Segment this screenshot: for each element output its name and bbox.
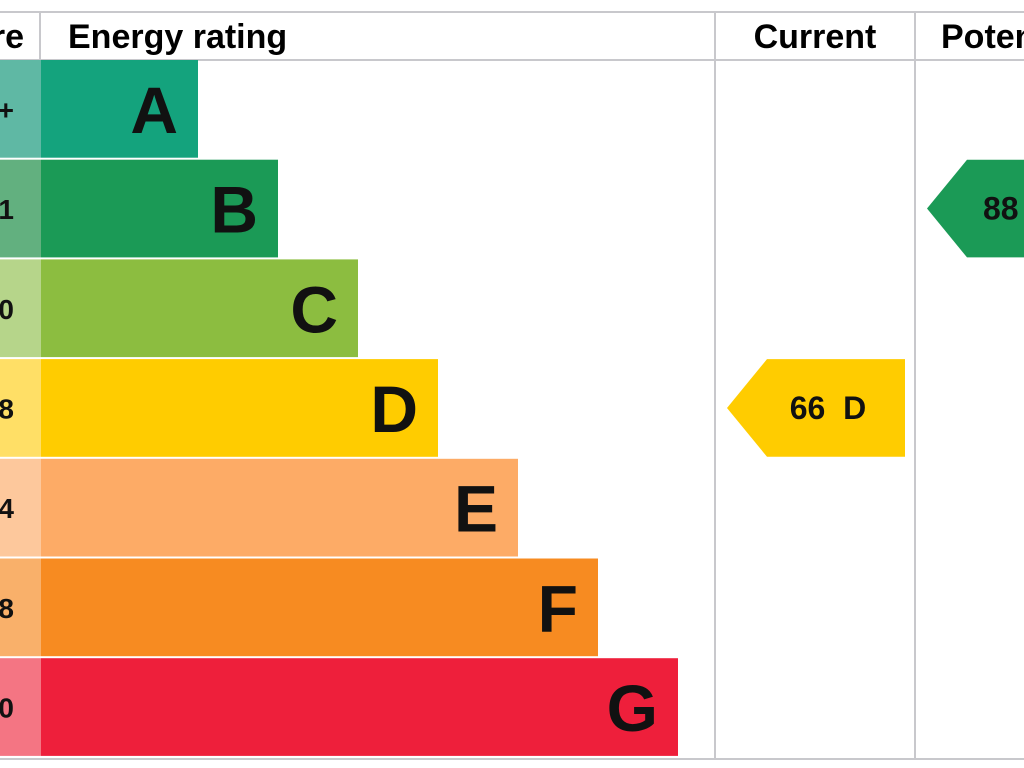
rating-bar bbox=[41, 458, 518, 557]
score-range: 81-91 bbox=[0, 194, 14, 225]
current-value: 66 bbox=[790, 390, 826, 426]
score-range: 39-54 bbox=[0, 493, 14, 524]
score-cell bbox=[0, 259, 41, 358]
band-letter: D bbox=[370, 372, 418, 446]
rating-bar bbox=[41, 259, 358, 358]
rating-bar bbox=[41, 60, 198, 158]
potential-label: 88 B bbox=[983, 191, 1024, 227]
score-cell bbox=[0, 458, 41, 557]
header-potential: Potential bbox=[941, 18, 1024, 56]
band-letter: B bbox=[210, 173, 258, 247]
score-range: 21-38 bbox=[0, 593, 14, 624]
score-cell bbox=[0, 159, 41, 258]
current-band: D bbox=[843, 390, 866, 426]
header-current: Current bbox=[754, 18, 877, 56]
score-range: 1-20 bbox=[0, 693, 14, 724]
score-cell bbox=[0, 60, 41, 158]
score-cell bbox=[0, 359, 41, 457]
rating-bar bbox=[41, 359, 438, 457]
score-range: 92+ bbox=[0, 94, 14, 125]
potential-arrow bbox=[927, 159, 1024, 258]
rating-bar bbox=[41, 658, 678, 756]
score-range: 69-80 bbox=[0, 294, 14, 325]
header-rating: Energy rating bbox=[68, 18, 287, 56]
current-label: 66 D bbox=[790, 390, 866, 426]
potential-value: 88 bbox=[983, 191, 1019, 227]
band-letter: G bbox=[607, 671, 658, 745]
current-arrow bbox=[727, 359, 905, 457]
score-cell bbox=[0, 558, 41, 657]
rating-bar bbox=[41, 558, 598, 657]
band-letter: A bbox=[130, 73, 178, 147]
score-cell bbox=[0, 658, 41, 756]
score-range: 55-68 bbox=[0, 393, 14, 424]
band-letter: E bbox=[454, 472, 498, 546]
rating-bar bbox=[41, 159, 278, 258]
header-score: Score bbox=[0, 18, 24, 56]
band-letter: C bbox=[290, 272, 338, 346]
band-letter: F bbox=[538, 571, 578, 645]
